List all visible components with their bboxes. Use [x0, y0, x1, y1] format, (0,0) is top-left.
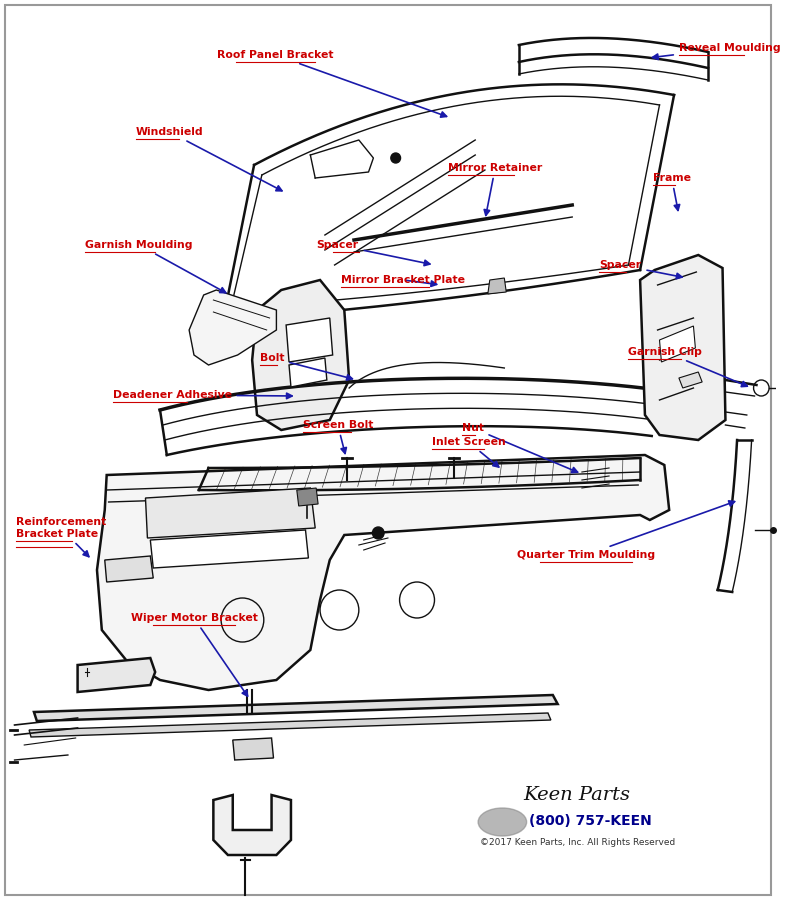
- Text: Bolt: Bolt: [260, 353, 353, 380]
- Polygon shape: [214, 795, 291, 855]
- Text: Spacer: Spacer: [317, 240, 430, 266]
- Polygon shape: [252, 280, 349, 430]
- Polygon shape: [29, 713, 551, 737]
- Polygon shape: [297, 488, 318, 506]
- Ellipse shape: [478, 808, 526, 836]
- Polygon shape: [105, 556, 154, 582]
- Text: Mirror Bracket Plate: Mirror Bracket Plate: [342, 275, 466, 286]
- Polygon shape: [640, 255, 726, 440]
- Text: Garnish Clip: Garnish Clip: [629, 347, 747, 387]
- Text: ©2017 Keen Parts, Inc. All Rights Reserved: ©2017 Keen Parts, Inc. All Rights Reserv…: [480, 838, 675, 847]
- Circle shape: [373, 527, 384, 539]
- Text: Reveal Moulding: Reveal Moulding: [653, 43, 781, 59]
- Text: Windshield: Windshield: [136, 127, 282, 191]
- Text: Keen Parts: Keen Parts: [524, 786, 630, 804]
- Polygon shape: [78, 658, 155, 692]
- Text: Reinforcement
Bracket Plate: Reinforcement Bracket Plate: [15, 518, 106, 557]
- Text: Frame: Frame: [653, 173, 690, 211]
- Polygon shape: [189, 290, 277, 365]
- Text: Quarter Trim Moulding: Quarter Trim Moulding: [517, 500, 734, 560]
- Polygon shape: [34, 695, 558, 721]
- Text: Inlet Screen: Inlet Screen: [431, 437, 506, 467]
- Text: (800) 757-KEEN: (800) 757-KEEN: [529, 814, 651, 828]
- Polygon shape: [488, 278, 506, 294]
- Polygon shape: [289, 358, 327, 387]
- Text: Nut: Nut: [462, 423, 578, 473]
- Polygon shape: [146, 488, 315, 538]
- Polygon shape: [199, 458, 640, 491]
- Text: Roof Panel Bracket: Roof Panel Bracket: [217, 50, 446, 117]
- Polygon shape: [679, 372, 702, 388]
- Polygon shape: [97, 455, 669, 690]
- Text: Garnish Moulding: Garnish Moulding: [86, 240, 226, 292]
- Polygon shape: [286, 318, 333, 362]
- Text: Mirror Retainer: Mirror Retainer: [448, 163, 542, 215]
- Polygon shape: [233, 738, 274, 760]
- Polygon shape: [659, 326, 695, 362]
- Text: Deadener Adhesive: Deadener Adhesive: [113, 390, 292, 400]
- Text: Wiper Motor Bracket: Wiper Motor Bracket: [130, 613, 258, 697]
- Circle shape: [391, 153, 401, 163]
- Text: Screen Bolt: Screen Bolt: [302, 420, 373, 454]
- Polygon shape: [150, 530, 309, 568]
- Text: Spacer: Spacer: [599, 260, 682, 279]
